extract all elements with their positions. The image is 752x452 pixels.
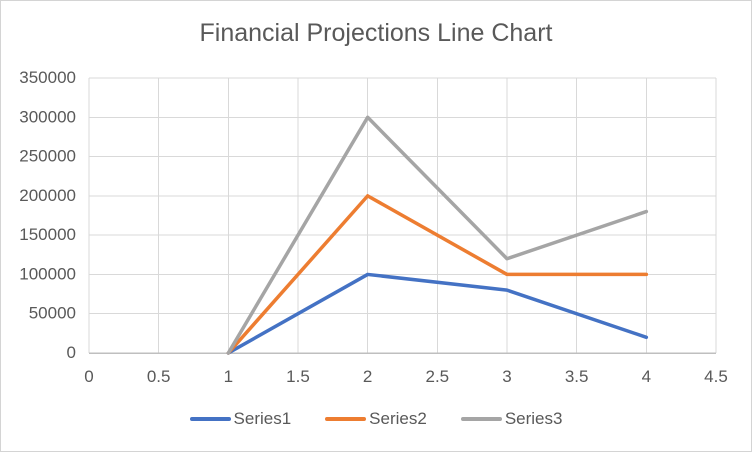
y-axis-tick-label: 0 [67,343,76,362]
legend-line-swatch [189,417,231,421]
x-axis-tick-label: 0.5 [147,367,171,386]
x-axis-tick-label: 3.5 [565,367,589,386]
legend-label: Series2 [369,409,427,428]
legend-item-1[interactable]: Series1 [189,409,292,429]
y-axis-tick-label: 150000 [19,225,76,244]
chart-title: Financial Projections Line Chart [199,19,553,47]
y-axis-tick-label: 250000 [19,147,76,166]
series-line-1[interactable] [226,272,649,355]
legend-label: Series1 [233,409,292,428]
y-axis-tick-label: 100000 [19,264,76,283]
x-axis-tick-label: 4.5 [704,367,728,386]
legend-item-2[interactable]: Series2 [325,409,427,429]
x-axis-tick-label: 1.5 [286,367,310,386]
x-axis-tick-label: 2 [363,367,372,386]
legend-line-swatch [460,417,502,421]
x-axis-tick-label: 2.5 [426,367,450,386]
chart-legend: Series1 Series2 Series3 [1,406,751,432]
y-axis-tick-label: 50000 [29,304,76,323]
y-axis-tick-label: 200000 [19,186,76,205]
legend-item-3[interactable]: Series3 [460,409,563,429]
series-line-2[interactable] [226,194,649,355]
legend-label: Series3 [504,409,563,428]
y-axis-tick-label: 300000 [19,107,76,126]
series-line-3[interactable] [226,115,649,355]
x-axis-tick-label: 3 [502,367,511,386]
y-axis-tick-label: 350000 [19,68,76,87]
x-axis-tick-label: 4 [642,367,651,386]
x-axis-tick-label: 0 [84,367,93,386]
x-axis-tick-label: 1 [224,367,233,386]
legend-line-swatch [325,417,367,421]
